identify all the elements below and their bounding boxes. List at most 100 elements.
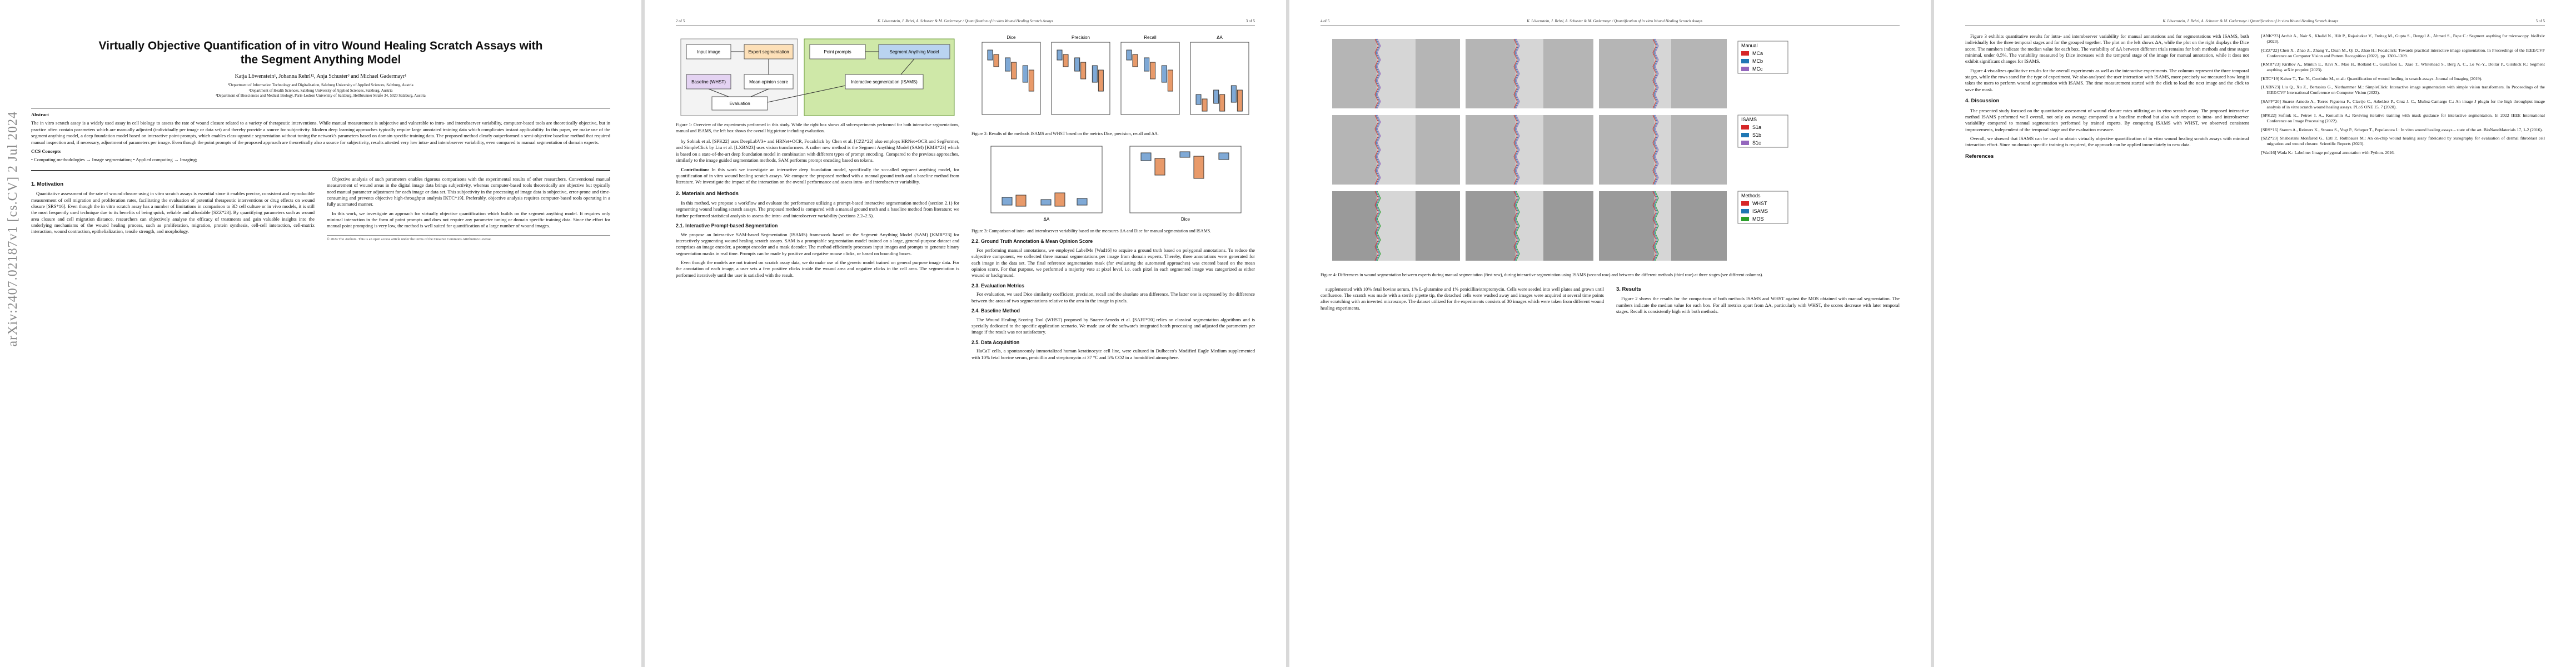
paragraph: [SRS*16] Stamm A., Reimers K., Strauss S… — [2261, 127, 2543, 132]
contour — [1516, 115, 1520, 185]
arrows — [708, 51, 915, 103]
paragraph: For performing manual annotations, we em… — [971, 247, 1255, 278]
legend-title: ISAMS — [1741, 117, 1757, 122]
node-label: Point prompts — [824, 49, 851, 54]
wound-area — [1377, 115, 1416, 185]
contour — [1516, 38, 1520, 109]
figure: Input image Expert segmentation Point pr… — [676, 36, 959, 134]
panel-frame — [1129, 146, 1242, 213]
running-title: K. Löwenstein, J. Rehrl, A. Schuster & M… — [1527, 19, 1703, 23]
paragraphs: Figure 3 exhibits quantitative results f… — [1965, 33, 2249, 93]
legend-label: MCb — [1752, 58, 1763, 64]
paragraph: The presented study focused on the quant… — [1965, 107, 2249, 132]
paragraphs: supplemented with 10% fetal bovine serum… — [1321, 286, 1604, 311]
paragraph: ¹Department of Information Technology an… — [228, 83, 413, 88]
panel-title: Recall — [1144, 35, 1156, 40]
box-illustration — [1098, 69, 1104, 92]
figure-caption: Figure 4: Differences in wound segmentat… — [1321, 272, 1763, 278]
node-label: Mean opinion score — [749, 79, 788, 84]
page: K. Löwenstein, J. Rehrl, A. Schuster & M… — [1934, 0, 2576, 667]
box-illustration — [993, 54, 999, 67]
node — [711, 96, 768, 111]
page: 2 of 5 K. Löwenstein, J. Rehrl, A. Schus… — [645, 0, 1286, 667]
contour — [1513, 115, 1518, 185]
figure-1-diagram: Input image Expert segmentation Point pr… — [680, 38, 955, 116]
abstract-text: The in vitro scratch assay is a widely u… — [31, 120, 610, 146]
subsection-heading: 2.4. Baseline Method — [971, 308, 1020, 314]
contour — [1377, 115, 1381, 185]
paragraph: For evaluation, we used Dice similarity … — [971, 291, 1255, 303]
figure: Manual MCa MCb MCc ISAMS S1a S1b S1c Methods WHST… — [1321, 36, 1900, 282]
paragraph: Figure 4 visualizes qualitative results … — [1965, 67, 2249, 92]
section-heading: References — [1965, 153, 1994, 160]
contour — [1653, 191, 1658, 261]
box-illustration — [1005, 57, 1011, 72]
node-label: Expert segmentation — [748, 49, 789, 54]
contour — [1653, 115, 1658, 185]
legend-title: Manual — [1741, 43, 1758, 48]
paragraph: We propose an Interactive SAM-based Segm… — [676, 231, 959, 256]
node-label: Evaluation — [729, 101, 750, 106]
reference-list: [ANK*23] Archit A., Nair S., Khalid N., … — [2261, 33, 2545, 156]
abstract: Abstract The in vitro scratch assay is a… — [31, 107, 610, 171]
box-illustration — [1126, 49, 1132, 61]
legend-label: MOS — [1752, 216, 1764, 222]
legend-label: S1c — [1752, 140, 1761, 146]
node — [686, 44, 731, 59]
legend-swatch — [1741, 201, 1749, 206]
paragraph: [SPK22] Sofiiuk K., Petrov I. A., Konush… — [2261, 113, 2545, 124]
paragraph: [ANK*23] Archit A., Nair S., Khalid N., … — [2261, 33, 2545, 44]
wound-area — [1516, 39, 1543, 108]
contour — [1514, 191, 1519, 261]
box-illustration — [1219, 94, 1225, 112]
panel-title: Dice — [1007, 35, 1016, 40]
paragraphs: Quantitative assessment of the rate of w… — [31, 176, 610, 242]
contour — [1655, 115, 1659, 185]
page-number: 3 of 5 — [1245, 19, 1255, 23]
box-illustration — [1202, 98, 1208, 112]
figure-caption: Figure 2: Results of the methods ISAMS a… — [971, 131, 1159, 137]
figure: ΔA Dice Figure 3: Comparison of intra- a… — [971, 142, 1255, 235]
paragraph: [LXBN23] Liu Q., Xu Z., Bertasius G., Ni… — [2261, 84, 2545, 96]
paragraph: In this work we investigate an interacti… — [676, 166, 959, 185]
box-illustration — [1080, 62, 1087, 79]
arxiv-stamp: arXiv:2407.02187v1 [cs.CV] 2 Jul 2024 — [6, 111, 20, 347]
page-header: K. Löwenstein, J. Rehrl, A. Schuster & M… — [1965, 19, 2545, 26]
authors: Katja Löwenstein¹, Johanna Rehrl¹², Anja… — [235, 73, 407, 80]
box-illustration — [1167, 69, 1173, 92]
footnote: © 2024 The Authors. This is an open acce… — [327, 235, 610, 242]
paragraph: [KMR*23] Kirillov A., Mintun E., Ravi N.… — [2261, 62, 2545, 73]
paragraphs: Even though the models are not trained o… — [676, 260, 959, 278]
paragraph: [SZZ*23] Shabestani Monfared G., Ertl P.… — [2261, 135, 2545, 147]
panel-title: Precision — [1072, 35, 1090, 40]
legend-swatch — [1741, 209, 1749, 213]
wound-area — [1377, 39, 1416, 108]
legend-label: MCc — [1752, 66, 1763, 72]
paragraph: by Sobiak et al. [SPK22] uses DeepLabV3+… — [676, 138, 959, 163]
paragraph: In this method, we propose a workflow an… — [676, 200, 959, 218]
node — [809, 44, 866, 59]
box-illustration — [1195, 94, 1202, 105]
paragraph: ²Department of Health Sciences, Salzburg… — [248, 88, 393, 93]
ccs-heading: CCS Concepts — [31, 148, 61, 154]
legend-label: WHST — [1752, 201, 1767, 206]
node-label: Interactive segmentation (ISAMS) — [851, 79, 918, 84]
page-header: 4 of 5 K. Löwenstein, J. Rehrl, A. Schus… — [1321, 19, 1900, 26]
paragraph: The Wound Healing Scoring Tool (WHST) pr… — [971, 316, 1255, 335]
page-number: 2 of 5 — [676, 19, 685, 23]
abstract-heading: Abstract — [31, 111, 49, 117]
legend-swatch — [1741, 59, 1749, 63]
contour — [1376, 115, 1380, 185]
legend-swatch — [1741, 67, 1749, 71]
paragraph: Objective analysis of such parameters en… — [327, 176, 610, 207]
node — [744, 74, 794, 89]
wound-area — [1516, 191, 1543, 261]
paragraphs: The presented study focused on the quant… — [1965, 108, 2249, 148]
node — [878, 44, 950, 59]
paragraph: [CZZ*22] Chen X., Zhao Z., Zhang Y., Dua… — [2261, 47, 2545, 58]
node-label: Input image — [697, 49, 720, 54]
box-illustration — [1132, 54, 1138, 67]
legend-swatch — [1741, 125, 1749, 130]
panel-title: ΔA — [1044, 217, 1050, 222]
legend-swatch — [1741, 141, 1749, 145]
